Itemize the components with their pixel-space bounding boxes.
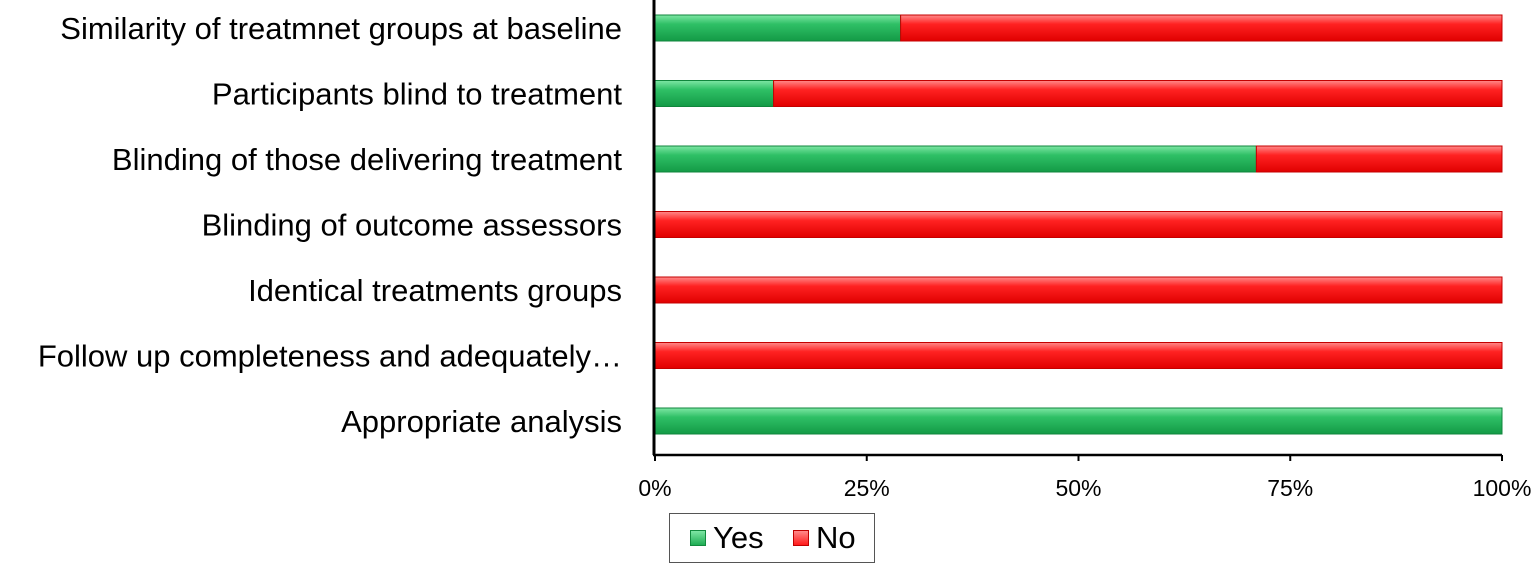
x-tick-label: 0% <box>638 475 671 501</box>
category-label: Identical treatments groups <box>248 273 622 308</box>
category-labels: Similarity of treatmnet groups at baseli… <box>38 11 623 439</box>
x-tick-label: 50% <box>1055 475 1101 501</box>
bar-no-3 <box>654 211 1503 238</box>
legend-item-no: No <box>793 514 856 561</box>
legend-swatch-yes <box>690 529 706 546</box>
bar-yes-6 <box>654 407 1503 435</box>
bar-yes-2 <box>654 145 1257 173</box>
x-tick-label: 25% <box>844 475 890 501</box>
bar-no-2 <box>1255 145 1503 173</box>
bar-yes-1 <box>654 80 775 107</box>
legend-swatch-no <box>793 529 809 546</box>
stacked-bar-chart: Similarity of treatmnet groups at baseli… <box>38 0 1531 501</box>
bars-layer <box>654 14 1503 435</box>
x-tick-label: 100% <box>1473 475 1532 501</box>
category-label: Appropriate analysis <box>341 404 622 439</box>
chart-legend: Yes No <box>669 513 875 563</box>
bar-no-5 <box>654 342 1503 369</box>
category-label: Blinding of outcome assessors <box>202 208 622 243</box>
bar-no-4 <box>654 276 1503 304</box>
x-tick-label: 75% <box>1267 475 1313 501</box>
category-label: Follow up completeness and adequately… <box>38 339 622 374</box>
legend-label-no: No <box>816 519 856 555</box>
category-label: Blinding of those delivering treatment <box>112 142 622 177</box>
bar-yes-0 <box>654 14 902 42</box>
bar-no-1 <box>773 80 1503 107</box>
category-label: Participants blind to treatment <box>212 77 622 112</box>
legend-item-yes: Yes <box>690 514 764 561</box>
category-label: Similarity of treatmnet groups at baseli… <box>60 11 622 46</box>
bar-no-0 <box>900 14 1503 42</box>
legend-label-yes: Yes <box>713 519 764 555</box>
x-axis-ticks: 0% 25% 50% 75% 100% <box>638 455 1531 501</box>
